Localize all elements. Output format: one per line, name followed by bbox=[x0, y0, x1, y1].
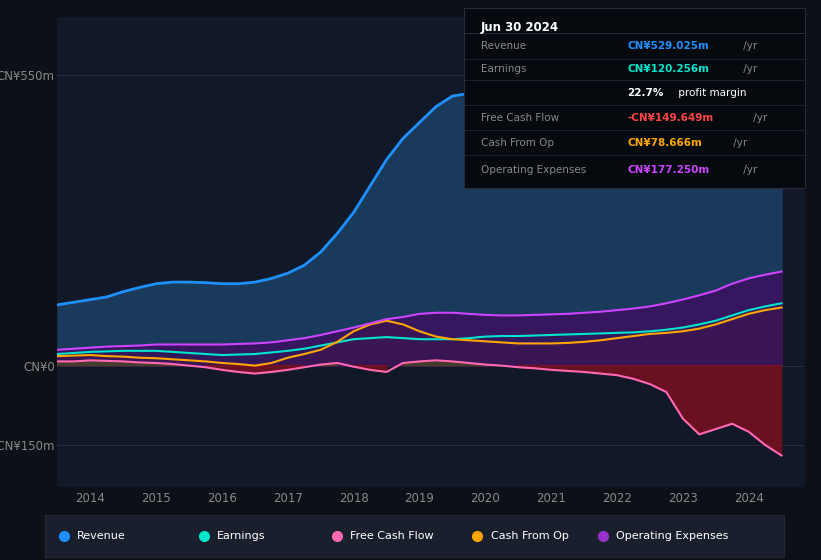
Text: CN¥120.256m: CN¥120.256m bbox=[627, 64, 709, 74]
Text: profit margin: profit margin bbox=[675, 87, 746, 97]
Text: Cash From Op: Cash From Op bbox=[491, 531, 569, 541]
Text: /yr: /yr bbox=[730, 138, 747, 148]
Text: CN¥78.666m: CN¥78.666m bbox=[627, 138, 702, 148]
Text: CN¥177.250m: CN¥177.250m bbox=[627, 165, 709, 175]
Text: -CN¥149.649m: -CN¥149.649m bbox=[627, 113, 713, 123]
Text: /yr: /yr bbox=[750, 113, 768, 123]
Text: Earnings: Earnings bbox=[481, 64, 526, 74]
Text: 22.7%: 22.7% bbox=[627, 87, 664, 97]
Text: Operating Expenses: Operating Expenses bbox=[617, 531, 729, 541]
Text: Free Cash Flow: Free Cash Flow bbox=[481, 113, 559, 123]
Text: /yr: /yr bbox=[740, 41, 757, 51]
Text: CN¥529.025m: CN¥529.025m bbox=[627, 41, 709, 51]
Text: Jun 30 2024: Jun 30 2024 bbox=[481, 21, 559, 34]
Text: Operating Expenses: Operating Expenses bbox=[481, 165, 586, 175]
Text: /yr: /yr bbox=[740, 64, 757, 74]
Text: Cash From Op: Cash From Op bbox=[481, 138, 554, 148]
Text: Revenue: Revenue bbox=[77, 531, 126, 541]
Text: Earnings: Earnings bbox=[218, 531, 266, 541]
Text: /yr: /yr bbox=[740, 165, 757, 175]
Text: Free Cash Flow: Free Cash Flow bbox=[351, 531, 434, 541]
Text: Revenue: Revenue bbox=[481, 41, 526, 51]
